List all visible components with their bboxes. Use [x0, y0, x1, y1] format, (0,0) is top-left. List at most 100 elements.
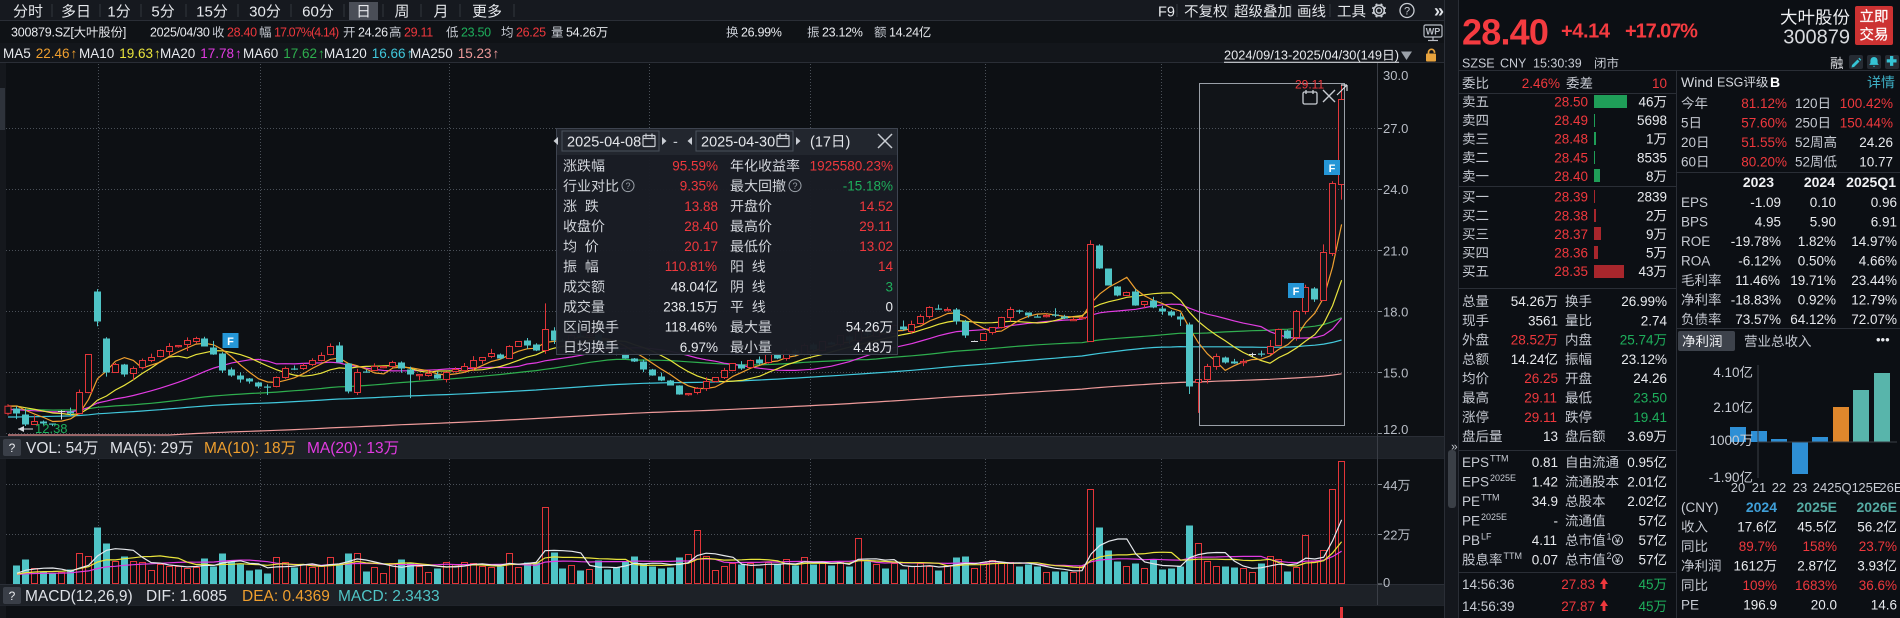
svg-text:24.26: 24.26 — [1633, 371, 1667, 386]
svg-text:22: 22 — [1772, 480, 1786, 495]
svg-text:-: - — [1554, 513, 1559, 528]
svg-text:19.41: 19.41 — [1633, 410, 1667, 425]
svg-text:B: B — [1770, 74, 1780, 90]
svg-text:95.59%: 95.59% — [672, 158, 718, 173]
svg-text:4.48: 4.48 — [853, 340, 879, 355]
svg-text:0: 0 — [1383, 575, 1390, 590]
svg-text:52: 52 — [1795, 154, 1810, 169]
svg-text:56.2: 56.2 — [1857, 519, 1883, 534]
svg-text:5: 5 — [151, 4, 159, 21]
svg-text:28.45: 28.45 — [1554, 150, 1588, 165]
svg-text:28.38: 28.38 — [1554, 208, 1588, 223]
svg-text:60: 60 — [1681, 154, 1696, 169]
svg-text:↑: ↑ — [235, 46, 242, 61]
svg-text:109%: 109% — [1742, 578, 1777, 593]
svg-text:4.95: 4.95 — [1755, 214, 1781, 229]
svg-text:-1.90: -1.90 — [1709, 470, 1740, 485]
svg-text:↑: ↑ — [493, 46, 500, 61]
svg-text:10: 10 — [1652, 76, 1667, 91]
svg-text:43: 43 — [1638, 264, 1653, 279]
svg-text:»: » — [1434, 1, 1444, 21]
svg-text:5698: 5698 — [1637, 113, 1667, 128]
svg-text:-1.09: -1.09 — [1750, 195, 1781, 210]
svg-text:0.10: 0.10 — [1810, 195, 1836, 210]
svg-text:MA60: MA60 — [243, 46, 278, 61]
svg-text:27.83: 27.83 — [1561, 577, 1595, 592]
svg-text:↑: ↑ — [154, 46, 161, 61]
svg-text:17.62: 17.62 — [283, 46, 317, 61]
svg-text:MACD(12,26,9): MACD(12,26,9) — [25, 588, 133, 605]
svg-text:51.55%: 51.55% — [1741, 135, 1787, 150]
svg-text:26.25: 26.25 — [516, 26, 546, 40]
svg-text:4.11: 4.11 — [1532, 533, 1557, 548]
svg-text:2025E: 2025E — [1481, 512, 1507, 522]
svg-text:3561: 3561 — [1528, 313, 1558, 328]
svg-text:1000: 1000 — [1709, 433, 1739, 448]
svg-text:45: 45 — [1638, 577, 1653, 592]
svg-text:100.42%: 100.42% — [1840, 96, 1893, 111]
svg-text:16.66: 16.66 — [372, 46, 406, 61]
svg-text:12.0: 12.0 — [1383, 422, 1408, 437]
svg-text:14.24: 14.24 — [889, 26, 919, 40]
svg-text:↑: ↑ — [71, 46, 78, 61]
svg-text:250: 250 — [1795, 115, 1818, 130]
svg-text:20: 20 — [1681, 135, 1696, 150]
svg-text:196.9: 196.9 — [1743, 597, 1777, 612]
svg-text:23.50: 23.50 — [461, 26, 491, 40]
svg-text:24.0: 24.0 — [1383, 182, 1408, 197]
svg-text:2025E: 2025E — [1490, 473, 1516, 483]
svg-text:EPS: EPS — [1681, 195, 1708, 210]
svg-text:VOL: 54: VOL: 54 — [26, 440, 83, 457]
svg-text:DIF: 1.6085: DIF: 1.6085 — [146, 588, 227, 605]
svg-text:2026E: 2026E — [1857, 499, 1897, 515]
svg-text:1.42: 1.42 — [1532, 474, 1558, 489]
svg-text:0.92%: 0.92% — [1798, 292, 1836, 307]
svg-text:54.26: 54.26 — [846, 320, 880, 335]
svg-text:1612: 1612 — [1733, 558, 1763, 573]
svg-text:28.36: 28.36 — [1554, 245, 1588, 260]
svg-text:1: 1 — [1646, 132, 1654, 147]
svg-text:2.46%: 2.46% — [1522, 76, 1560, 91]
svg-text:MACD: 2.3433: MACD: 2.3433 — [338, 588, 440, 605]
svg-text:PE: PE — [1462, 494, 1480, 509]
svg-text:150.44%: 150.44% — [1840, 115, 1893, 130]
svg-text:2.74: 2.74 — [1641, 313, 1668, 328]
svg-text:45: 45 — [1638, 599, 1653, 614]
svg-text:?: ? — [9, 589, 16, 603]
svg-text:14.6: 14.6 — [1871, 597, 1897, 612]
svg-text:28.37: 28.37 — [1554, 227, 1588, 242]
svg-text:-: - — [673, 134, 678, 150]
svg-text:14:56:36: 14:56:36 — [1462, 577, 1515, 592]
svg-text:2025E: 2025E — [1797, 499, 1837, 515]
svg-text:23.7%: 23.7% — [1859, 539, 1897, 554]
svg-text:TTM: TTM — [1481, 492, 1500, 502]
svg-text:25E: 25E — [1858, 480, 1881, 495]
svg-text:300879.SZ[: 300879.SZ[ — [11, 26, 74, 40]
svg-text:8: 8 — [1646, 169, 1654, 184]
svg-text:28.40: 28.40 — [227, 26, 257, 40]
svg-text:4.10: 4.10 — [1713, 365, 1739, 380]
svg-text:23.44%: 23.44% — [1851, 273, 1897, 288]
svg-text:60: 60 — [302, 4, 319, 21]
svg-text:110.81%: 110.81% — [665, 259, 717, 274]
svg-text:3.69: 3.69 — [1627, 429, 1653, 444]
svg-text:PE: PE — [1462, 513, 1480, 528]
svg-text:TTM: TTM — [1504, 551, 1523, 561]
svg-text:+4.14: +4.14 — [1561, 20, 1611, 42]
svg-text:18.0: 18.0 — [1383, 304, 1408, 319]
svg-text:15.0: 15.0 — [1383, 365, 1408, 380]
svg-text:24: 24 — [1813, 480, 1827, 495]
svg-text:26.99%: 26.99% — [1621, 294, 1667, 309]
svg-text:27.87: 27.87 — [1561, 599, 1595, 614]
svg-text:¥: ¥ — [1614, 535, 1621, 545]
svg-text:17.78: 17.78 — [200, 46, 234, 61]
svg-text:54.26: 54.26 — [566, 26, 596, 40]
svg-text:20.17: 20.17 — [684, 239, 718, 254]
svg-text:24.26: 24.26 — [1859, 135, 1893, 150]
svg-text:29.11: 29.11 — [1524, 390, 1557, 405]
svg-text:-6.12%: -6.12% — [1738, 253, 1781, 268]
svg-text:80.20%: 80.20% — [1741, 154, 1787, 169]
svg-text:5: 5 — [1681, 115, 1689, 130]
svg-text:F: F — [1293, 286, 1300, 298]
svg-text:11.46%: 11.46% — [1735, 273, 1780, 288]
